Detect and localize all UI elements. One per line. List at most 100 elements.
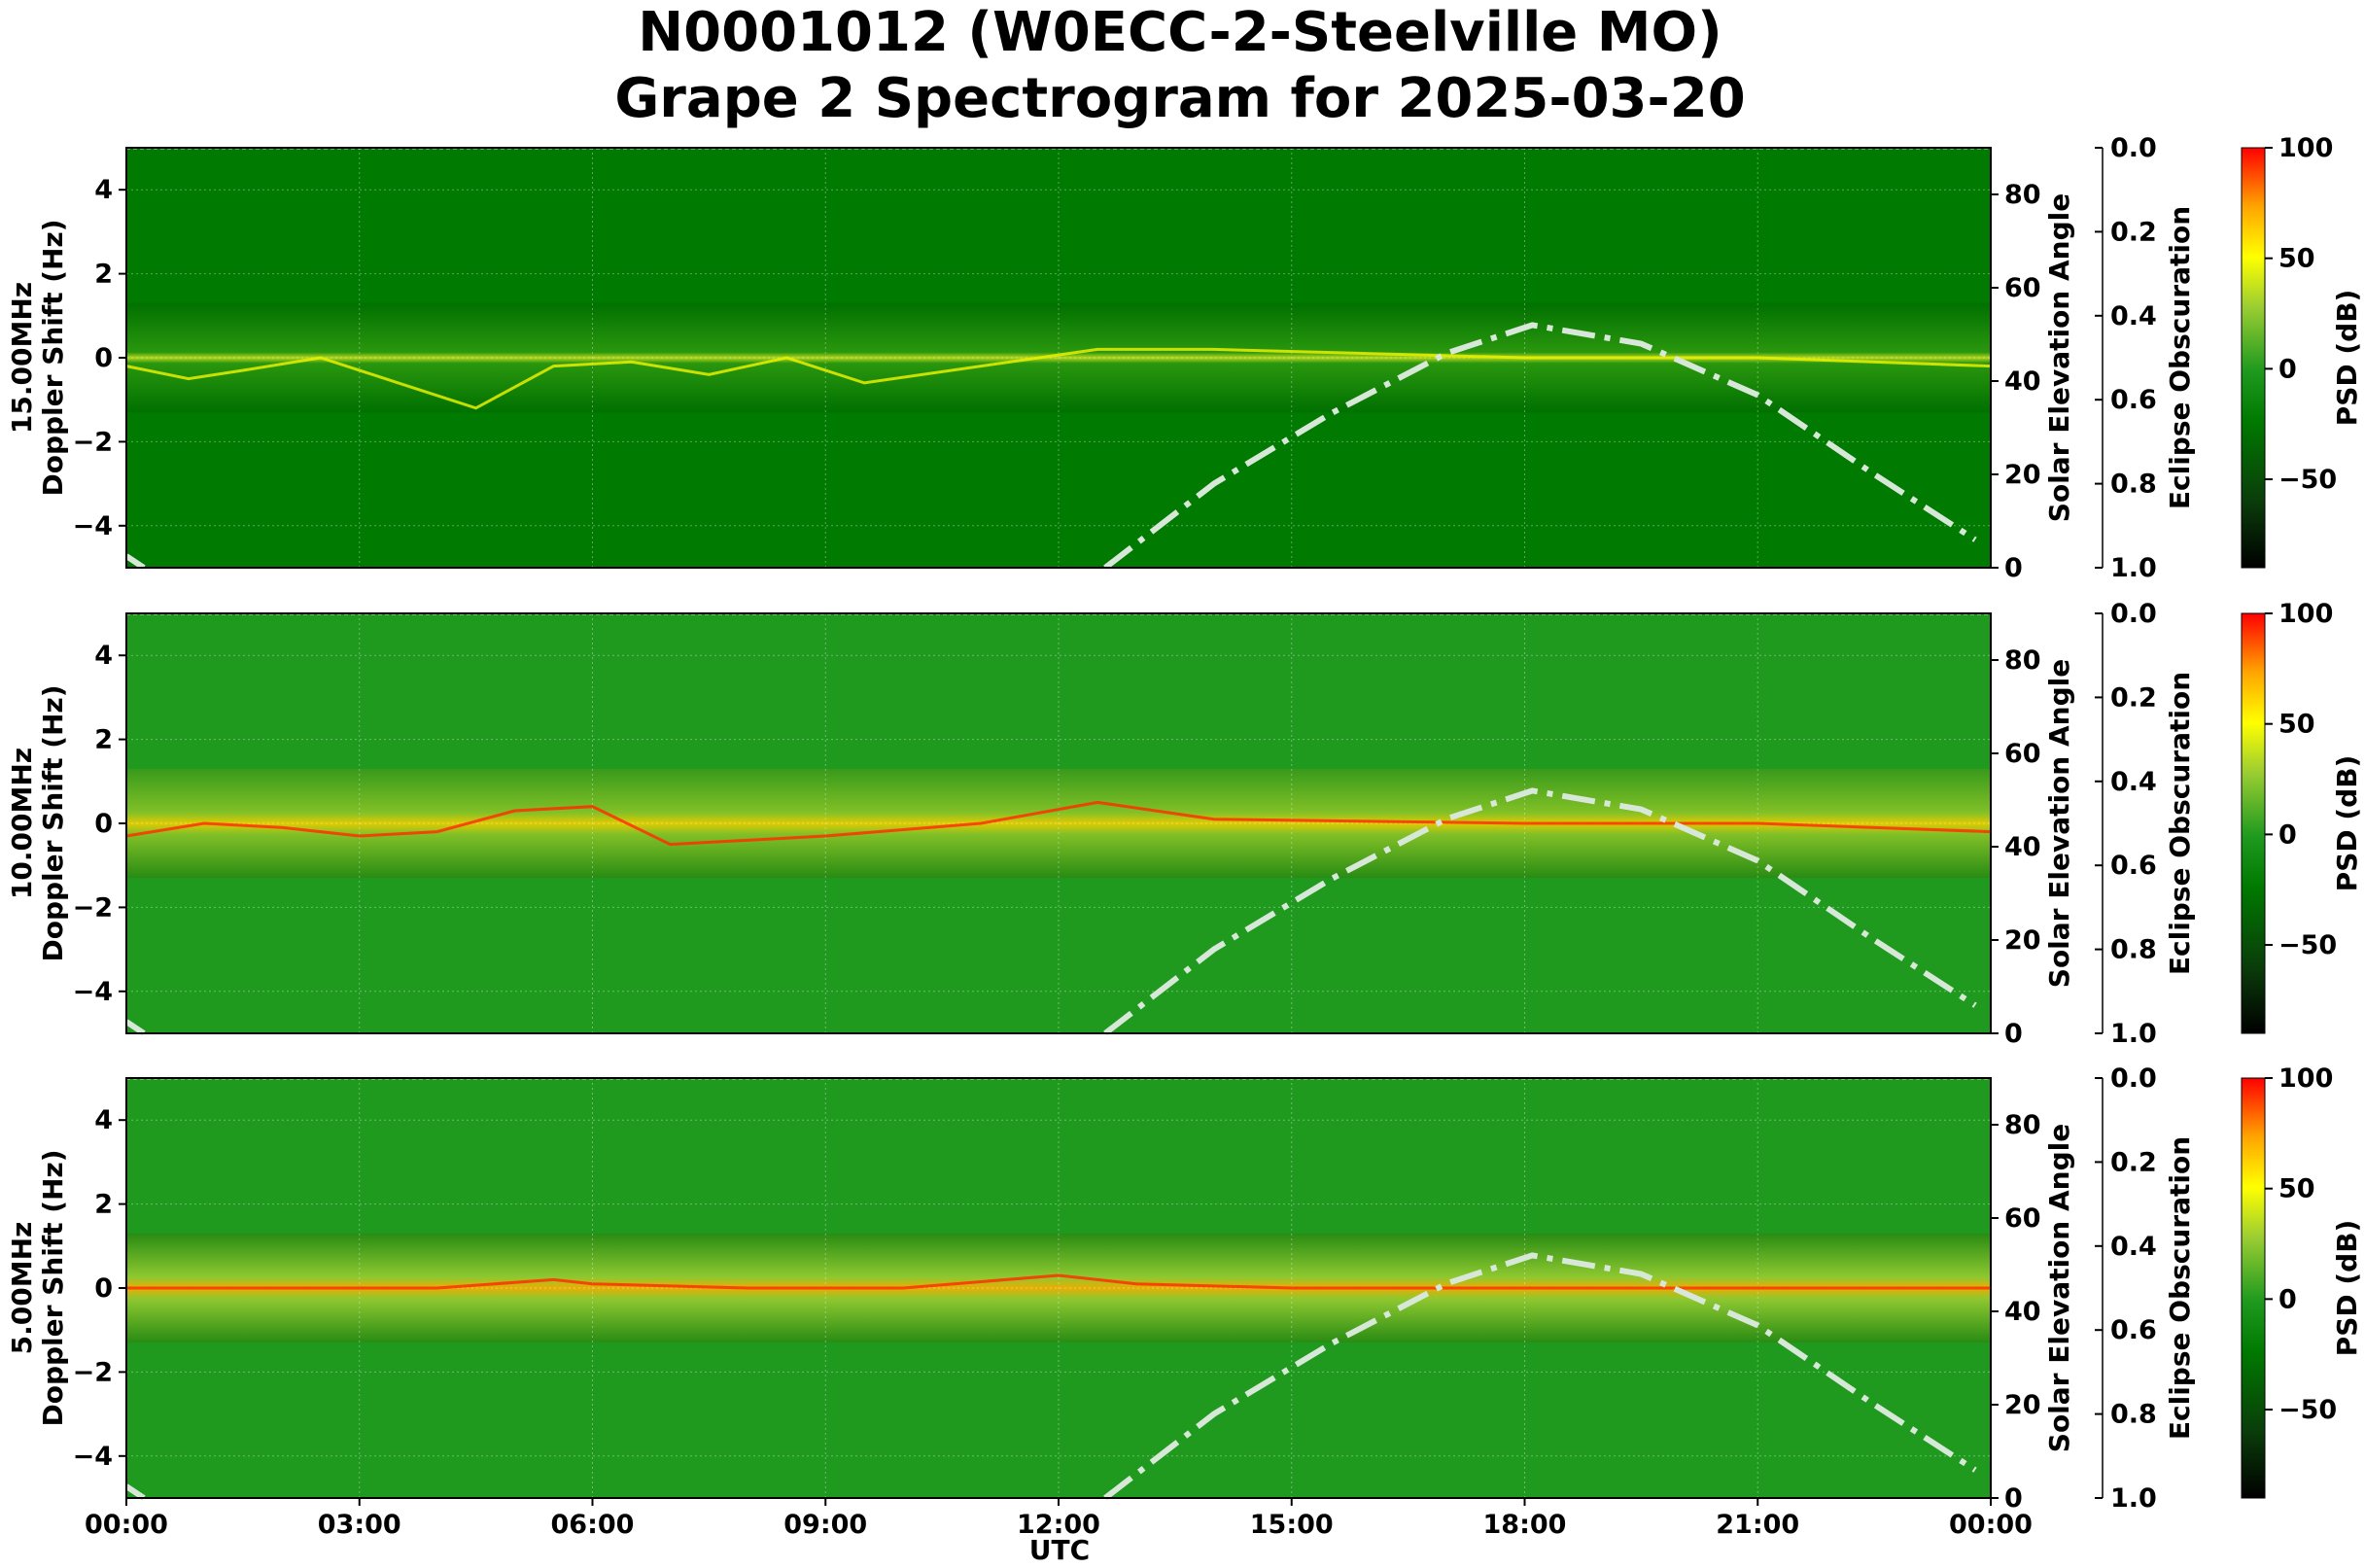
colorbar-tick-label: 0 xyxy=(2278,354,2297,384)
eclipse-tick-label: 1.0 xyxy=(2110,1019,2157,1049)
panel-frequency-label: 5.00MHz xyxy=(6,1222,38,1355)
colorbar-label: PSD (dB) xyxy=(2331,1220,2363,1357)
solar-axis-label: Solar Elevation Angle xyxy=(2043,659,2075,988)
solar-elevation-curve xyxy=(1103,787,1977,1036)
y-tick-label: 4 xyxy=(94,641,113,671)
solar-tick-label: 0 xyxy=(2004,1483,2023,1514)
eclipse-tick-label: 0.8 xyxy=(2110,1400,2157,1430)
colorbar-tick-label: 0 xyxy=(2278,819,2297,850)
solar-elevation-curve xyxy=(1103,1252,1977,1501)
eclipse-axis-label: Eclipse Obscuration xyxy=(2164,206,2196,509)
eclipse-tick-label: 0.8 xyxy=(2110,470,2157,500)
panel-15.00MHz: −4 −2 0 2 4 15.00MHz Doppler Shift (Hz) 0 20 40 60… xyxy=(6,133,2363,583)
eclipse-tick-label: 0.6 xyxy=(2110,851,2157,881)
panel-frequency-label: 15.00MHz xyxy=(6,282,38,434)
solar-tick-label: 20 xyxy=(2004,925,2041,956)
colorbar-tick-label: −50 xyxy=(2278,930,2337,960)
chart-title-line1: N0001012 (W0ECC-2-Steelville MO) xyxy=(638,1,1722,64)
colorbar-tick-label: −50 xyxy=(2278,465,2337,495)
solar-tick-label: 80 xyxy=(2004,1110,2041,1140)
y-tick-label: −4 xyxy=(73,511,113,541)
y-tick-label: 2 xyxy=(94,725,113,755)
eclipse-tick-label: 1.0 xyxy=(2110,1483,2157,1514)
colorbar-tick-label: 50 xyxy=(2278,1174,2315,1204)
panel-frequency-label: 10.00MHz xyxy=(6,748,38,899)
colorbar-tick-label: 0 xyxy=(2278,1284,2297,1314)
x-tick-label: 12:00 xyxy=(1017,1510,1100,1540)
y-tick-label: −2 xyxy=(73,427,113,457)
y-tick-label: 0 xyxy=(94,1273,113,1304)
solar-tick-label: 0 xyxy=(2004,553,2023,583)
eclipse-tick-label: 0.6 xyxy=(2110,1315,2157,1345)
eclipse-tick-label: 0.2 xyxy=(2110,217,2157,247)
y-axis-label: Doppler Shift (Hz) xyxy=(37,219,69,496)
solar-elevation-curve-left xyxy=(124,553,146,571)
solar-tick-label: 60 xyxy=(2004,273,2041,303)
colorbar-tick-label: 100 xyxy=(2278,599,2333,629)
solar-tick-label: 20 xyxy=(2004,1390,2041,1420)
eclipse-tick-label: 0.0 xyxy=(2110,599,2157,629)
colorbar-tick-label: 100 xyxy=(2278,133,2333,163)
solar-tick-label: 0 xyxy=(2004,1019,2023,1049)
doppler-trace xyxy=(125,800,1992,847)
y-tick-label: 2 xyxy=(94,260,113,290)
colorbar xyxy=(2241,1077,2266,1499)
solar-tick-label: 20 xyxy=(2004,460,2041,490)
solar-tick-label: 60 xyxy=(2004,739,2041,769)
chart-title-line2: Grape 2 Spectrogram for 2025-03-20 xyxy=(614,67,1745,130)
solar-tick-label: 40 xyxy=(2004,1297,2041,1327)
x-tick-label: 00:00 xyxy=(1949,1510,2033,1540)
colorbar-tick-label: 50 xyxy=(2278,244,2315,274)
colorbar-tick-label: 100 xyxy=(2278,1063,2333,1094)
solar-elevation-curve-left xyxy=(124,1483,146,1501)
colorbar-label: PSD (dB) xyxy=(2331,290,2363,427)
solar-tick-label: 40 xyxy=(2004,832,2041,862)
solar-axis-label: Solar Elevation Angle xyxy=(2043,1124,2075,1452)
solar-elevation-curve xyxy=(1103,322,1977,571)
colorbar xyxy=(2241,147,2266,569)
eclipse-tick-label: 0.4 xyxy=(2110,301,2157,331)
solar-tick-label: 40 xyxy=(2004,366,2041,397)
panel-10.00MHz: −4 −2 0 2 4 10.00MHz Doppler Shift (Hz) 0 20 40 60… xyxy=(6,599,2363,1049)
eclipse-tick-label: 0.0 xyxy=(2110,133,2157,163)
x-tick-label: 15:00 xyxy=(1250,1510,1334,1540)
eclipse-tick-label: 1.0 xyxy=(2110,553,2157,583)
eclipse-tick-label: 0.2 xyxy=(2110,682,2157,713)
y-tick-label: −4 xyxy=(73,1442,113,1472)
colorbar-label: PSD (dB) xyxy=(2331,755,2363,892)
x-tick-label: 03:00 xyxy=(318,1510,401,1540)
x-tick-label: 18:00 xyxy=(1483,1510,1567,1540)
solar-elevation-curve-left xyxy=(124,1019,146,1036)
y-axis-label: Doppler Shift (Hz) xyxy=(37,684,69,961)
doppler-trace xyxy=(126,1273,1991,1290)
x-tick-label: 09:00 xyxy=(783,1510,867,1540)
eclipse-tick-label: 0.4 xyxy=(2110,767,2157,797)
panel-5.00MHz: −4 −2 0 2 4 5.00MHz Doppler Shift (Hz) 0 20 40 60 8… xyxy=(6,1063,2363,1514)
eclipse-tick-label: 0.6 xyxy=(2110,385,2157,415)
colorbar-tick-label: 50 xyxy=(2278,710,2315,740)
y-tick-label: 2 xyxy=(94,1190,113,1220)
colorbar-tick-label: −50 xyxy=(2278,1395,2337,1425)
eclipse-tick-label: 0.0 xyxy=(2110,1063,2157,1094)
y-tick-label: 4 xyxy=(94,175,113,205)
solar-tick-label: 80 xyxy=(2004,180,2041,210)
eclipse-axis-label: Eclipse Obscuration xyxy=(2164,1136,2196,1440)
solar-tick-label: 60 xyxy=(2004,1203,2041,1234)
doppler-trace xyxy=(125,347,1992,410)
eclipse-tick-label: 0.2 xyxy=(2110,1147,2157,1177)
y-tick-label: −2 xyxy=(73,892,113,923)
solar-tick-label: 80 xyxy=(2004,645,2041,676)
y-tick-label: −2 xyxy=(73,1357,113,1387)
eclipse-tick-label: 0.4 xyxy=(2110,1232,2157,1262)
x-tick-label: 21:00 xyxy=(1716,1510,1799,1540)
colorbar xyxy=(2241,612,2266,1034)
y-tick-label: −4 xyxy=(73,977,113,1007)
x-tick-label: 06:00 xyxy=(551,1510,635,1540)
y-axis-label: Doppler Shift (Hz) xyxy=(37,1149,69,1426)
eclipse-tick-label: 0.8 xyxy=(2110,935,2157,965)
x-tick-label: 00:00 xyxy=(85,1510,168,1540)
x-axis-label: UTC xyxy=(1029,1534,1090,1566)
solar-axis-label: Solar Elevation Angle xyxy=(2043,193,2075,522)
